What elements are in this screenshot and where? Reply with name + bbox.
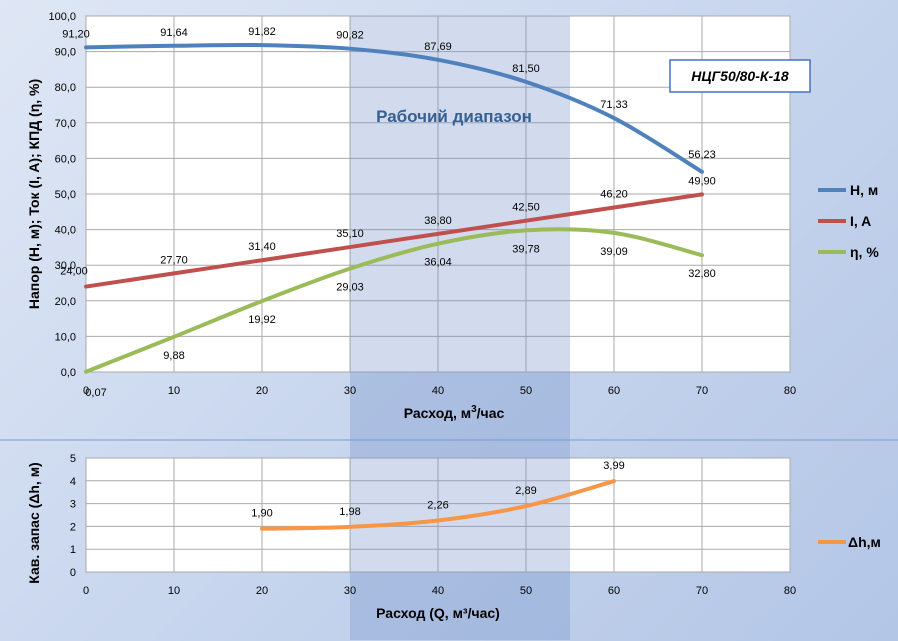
top-x-axis-title: Расход, м3/час: [404, 404, 505, 421]
legend-label-efficiency: η, %: [850, 244, 879, 260]
top-y-axis-title: Напор (Н, м); Ток (I, A); КПД (η, %): [26, 79, 42, 309]
top-data-label: 0,07: [85, 387, 106, 399]
bottom-x-tick-label: 40: [432, 585, 444, 597]
top-y-tick-label: 20,0: [55, 296, 76, 308]
bottom-y-tick-label: 3: [70, 499, 76, 511]
bottom-y-tick-label: 0: [70, 567, 76, 579]
top-x-tick-label: 70: [696, 385, 708, 397]
top-data-label: 56,23: [688, 149, 716, 161]
top-y-tick-label: 80,0: [55, 82, 76, 94]
top-y-tick-label: 100,0: [48, 11, 76, 23]
bottom-legend: Δh,м: [818, 534, 881, 550]
top-y-tick-label: 70,0: [55, 118, 76, 130]
top-y-tick-label: 60,0: [55, 153, 76, 165]
top-data-label: 24,00: [60, 266, 88, 278]
bottom-x-tick-label: 60: [608, 585, 620, 597]
top-data-label: 42,50: [512, 202, 540, 214]
top-x-tick-label: 20: [256, 385, 268, 397]
top-data-label: 81,50: [512, 63, 540, 75]
top-x-tick-label: 0: [83, 385, 89, 397]
top-data-label: 32,80: [688, 268, 716, 280]
top-x-tick-label: 40: [432, 385, 444, 397]
bottom-x-tick-label: 10: [168, 585, 180, 597]
bottom-x-tick-label: 80: [784, 585, 796, 597]
top-x-tick-label: 80: [784, 385, 796, 397]
bottom-y-axis-title: Кав. запас (Δh, м): [26, 462, 42, 583]
top-data-label: 38,80: [424, 215, 452, 227]
top-data-label: 91,64: [160, 27, 188, 39]
legend-item-current: I, A: [818, 213, 871, 229]
bottom-data-label: 1,90: [251, 508, 272, 520]
working-range-label: Рабочий диапазон: [376, 107, 532, 126]
bottom-data-label: 2,89: [515, 485, 536, 497]
top-x-tick-label: 30: [344, 385, 356, 397]
top-data-label: 91,20: [62, 28, 90, 40]
bottom-y-tick-label: 4: [70, 476, 76, 488]
top-series-line-0: [84, 42, 704, 174]
top-x-tick-label: 10: [168, 385, 180, 397]
top-data-label: 9,88: [163, 350, 184, 362]
top-y-tick-label: 40,0: [55, 225, 76, 237]
bottom-x-tick-label: 50: [520, 585, 532, 597]
legend-label-npsh: Δh,м: [848, 534, 881, 550]
top-data-label: 71,33: [600, 99, 628, 111]
bottom-x-tick-label: 70: [696, 585, 708, 597]
bottom-x-tick-label: 30: [344, 585, 356, 597]
top-y-tick-label: 10,0: [55, 331, 76, 343]
top-data-label: 39,78: [512, 243, 540, 255]
top-x-tick-label: 60: [608, 385, 620, 397]
bottom-y-tick-label: 2: [70, 521, 76, 533]
top-data-label: 19,92: [248, 314, 276, 326]
top-y-tick-label: 30,0: [55, 260, 76, 272]
legend-item-head: Н, м: [818, 182, 878, 198]
bottom-y-tick-label: 5: [70, 453, 76, 465]
model-title-box: НЦГ50/80-К-18: [669, 59, 811, 93]
top-data-label: 87,69: [424, 41, 452, 53]
bottom-data-label: 2,26: [427, 499, 448, 511]
legend-item-efficiency: η, %: [818, 244, 879, 260]
bottom-x-tick-label: 20: [256, 585, 268, 597]
top-data-label: 27,70: [160, 254, 188, 266]
legend-label-head: Н, м: [850, 182, 878, 198]
top-y-tick-label: 0,0: [61, 367, 76, 379]
model-title: НЦГ50/80-К-18: [691, 68, 789, 84]
working-range-band: [350, 16, 570, 640]
top-legend: Н, м I, A η, %: [818, 182, 879, 260]
top-series-line-2: [84, 227, 704, 374]
bottom-data-label: 1,98: [339, 506, 360, 518]
top-y-tick-label: 50,0: [55, 189, 76, 201]
top-data-label: 31,40: [248, 241, 276, 253]
top-data-label: 36,04: [424, 257, 452, 269]
top-data-label: 49,90: [688, 175, 716, 187]
bottom-data-label: 3,99: [603, 460, 624, 472]
top-y-tick-label: 90,0: [55, 47, 76, 59]
top-x-tick-label: 50: [520, 385, 532, 397]
bottom-series-line-0: [260, 479, 616, 531]
top-data-label: 91,82: [248, 26, 276, 38]
top-data-label: 39,09: [600, 246, 628, 258]
top-data-label: 29,03: [336, 282, 364, 294]
top-data-label: 90,82: [336, 30, 364, 42]
top-series-line-1: [84, 192, 704, 289]
bottom-y-tick-label: 1: [70, 544, 76, 556]
top-data-label: 35,10: [336, 228, 364, 240]
bottom-x-axis-title: Расход (Q, м³/час): [376, 605, 500, 621]
top-data-label: 46,20: [600, 189, 628, 201]
bottom-x-tick-label: 0: [83, 585, 89, 597]
legend-label-current: I, A: [850, 213, 871, 229]
